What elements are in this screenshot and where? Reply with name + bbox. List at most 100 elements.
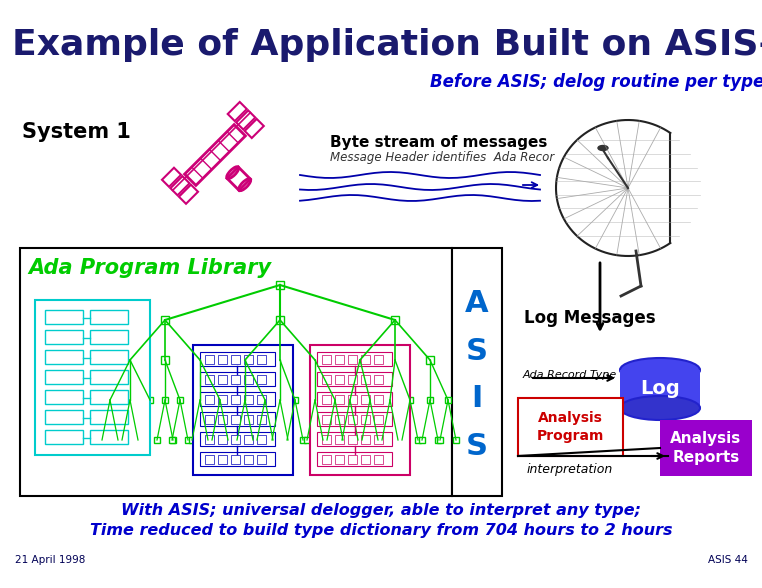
- FancyBboxPatch shape: [348, 355, 357, 364]
- FancyBboxPatch shape: [217, 397, 223, 403]
- FancyBboxPatch shape: [374, 395, 383, 404]
- FancyBboxPatch shape: [225, 437, 231, 443]
- Text: Ada Record Type: Ada Record Type: [523, 370, 617, 380]
- Text: Time reduced to build type dictionary from 704 hours to 2 hours: Time reduced to build type dictionary fr…: [90, 523, 672, 537]
- FancyBboxPatch shape: [355, 437, 361, 443]
- FancyBboxPatch shape: [189, 437, 195, 443]
- FancyBboxPatch shape: [257, 395, 266, 404]
- FancyBboxPatch shape: [244, 455, 253, 464]
- FancyBboxPatch shape: [200, 412, 275, 426]
- FancyBboxPatch shape: [90, 410, 128, 424]
- FancyBboxPatch shape: [335, 375, 344, 384]
- FancyBboxPatch shape: [126, 356, 134, 364]
- Ellipse shape: [620, 358, 700, 382]
- FancyBboxPatch shape: [257, 415, 266, 424]
- FancyBboxPatch shape: [379, 437, 385, 443]
- FancyBboxPatch shape: [339, 437, 345, 443]
- FancyBboxPatch shape: [277, 397, 283, 403]
- FancyBboxPatch shape: [170, 437, 176, 443]
- FancyBboxPatch shape: [322, 415, 331, 424]
- FancyBboxPatch shape: [257, 435, 266, 444]
- FancyBboxPatch shape: [335, 395, 344, 404]
- FancyBboxPatch shape: [90, 390, 128, 404]
- FancyBboxPatch shape: [244, 375, 253, 384]
- FancyBboxPatch shape: [200, 392, 275, 406]
- FancyBboxPatch shape: [244, 435, 253, 444]
- FancyBboxPatch shape: [335, 415, 344, 424]
- FancyBboxPatch shape: [419, 437, 425, 443]
- FancyBboxPatch shape: [276, 356, 284, 364]
- Text: Analysis
Program: Analysis Program: [536, 412, 604, 443]
- FancyBboxPatch shape: [395, 437, 401, 443]
- FancyBboxPatch shape: [452, 248, 502, 496]
- FancyBboxPatch shape: [317, 352, 392, 366]
- FancyBboxPatch shape: [361, 355, 370, 364]
- FancyBboxPatch shape: [218, 455, 227, 464]
- FancyBboxPatch shape: [200, 452, 275, 466]
- FancyBboxPatch shape: [218, 395, 227, 404]
- FancyBboxPatch shape: [45, 390, 83, 404]
- FancyBboxPatch shape: [660, 420, 752, 476]
- FancyBboxPatch shape: [90, 430, 128, 444]
- FancyBboxPatch shape: [317, 432, 392, 446]
- FancyBboxPatch shape: [348, 435, 357, 444]
- FancyBboxPatch shape: [322, 435, 331, 444]
- FancyBboxPatch shape: [435, 437, 441, 443]
- FancyBboxPatch shape: [244, 355, 253, 364]
- Text: interpretation: interpretation: [527, 463, 613, 476]
- FancyBboxPatch shape: [244, 395, 253, 404]
- FancyBboxPatch shape: [218, 375, 227, 384]
- FancyBboxPatch shape: [244, 415, 253, 424]
- FancyBboxPatch shape: [348, 415, 357, 424]
- FancyBboxPatch shape: [335, 355, 344, 364]
- FancyBboxPatch shape: [335, 435, 344, 444]
- FancyBboxPatch shape: [391, 316, 399, 324]
- FancyBboxPatch shape: [200, 352, 275, 366]
- FancyBboxPatch shape: [270, 437, 276, 443]
- FancyBboxPatch shape: [205, 395, 214, 404]
- FancyBboxPatch shape: [276, 281, 284, 289]
- FancyBboxPatch shape: [45, 430, 83, 444]
- Text: Ada Program Library: Ada Program Library: [28, 258, 271, 278]
- FancyBboxPatch shape: [322, 375, 331, 384]
- Text: A
S
I
S: A S I S: [465, 289, 488, 460]
- Text: 21 April 1998: 21 April 1998: [15, 555, 85, 565]
- FancyBboxPatch shape: [242, 397, 248, 403]
- Text: Analysis
Reports: Analysis Reports: [671, 431, 741, 465]
- Text: Byte stream of messages: Byte stream of messages: [330, 135, 547, 149]
- FancyBboxPatch shape: [285, 437, 291, 443]
- FancyBboxPatch shape: [361, 395, 370, 404]
- FancyBboxPatch shape: [45, 350, 83, 364]
- FancyBboxPatch shape: [107, 397, 113, 403]
- FancyBboxPatch shape: [162, 397, 168, 403]
- FancyBboxPatch shape: [45, 410, 83, 424]
- FancyBboxPatch shape: [348, 455, 357, 464]
- FancyBboxPatch shape: [361, 415, 370, 424]
- FancyBboxPatch shape: [119, 437, 125, 443]
- FancyBboxPatch shape: [332, 397, 338, 403]
- Ellipse shape: [620, 396, 700, 420]
- FancyBboxPatch shape: [426, 356, 434, 364]
- FancyBboxPatch shape: [205, 415, 214, 424]
- FancyBboxPatch shape: [374, 455, 383, 464]
- FancyBboxPatch shape: [374, 375, 383, 384]
- FancyBboxPatch shape: [437, 437, 443, 443]
- Text: Example of Application Built on ASIS-2: Example of Application Built on ASIS-2: [12, 28, 762, 62]
- FancyBboxPatch shape: [161, 356, 169, 364]
- FancyBboxPatch shape: [415, 437, 421, 443]
- FancyBboxPatch shape: [209, 437, 215, 443]
- FancyBboxPatch shape: [367, 397, 373, 403]
- FancyBboxPatch shape: [361, 455, 370, 464]
- FancyBboxPatch shape: [311, 356, 319, 364]
- FancyBboxPatch shape: [231, 455, 240, 464]
- FancyBboxPatch shape: [312, 397, 318, 403]
- Ellipse shape: [598, 145, 608, 151]
- FancyBboxPatch shape: [35, 300, 150, 455]
- Text: ASIS 44: ASIS 44: [708, 555, 748, 565]
- FancyBboxPatch shape: [90, 310, 128, 324]
- FancyBboxPatch shape: [310, 345, 410, 475]
- FancyBboxPatch shape: [320, 437, 326, 443]
- FancyBboxPatch shape: [231, 395, 240, 404]
- FancyBboxPatch shape: [205, 355, 214, 364]
- FancyBboxPatch shape: [115, 437, 121, 443]
